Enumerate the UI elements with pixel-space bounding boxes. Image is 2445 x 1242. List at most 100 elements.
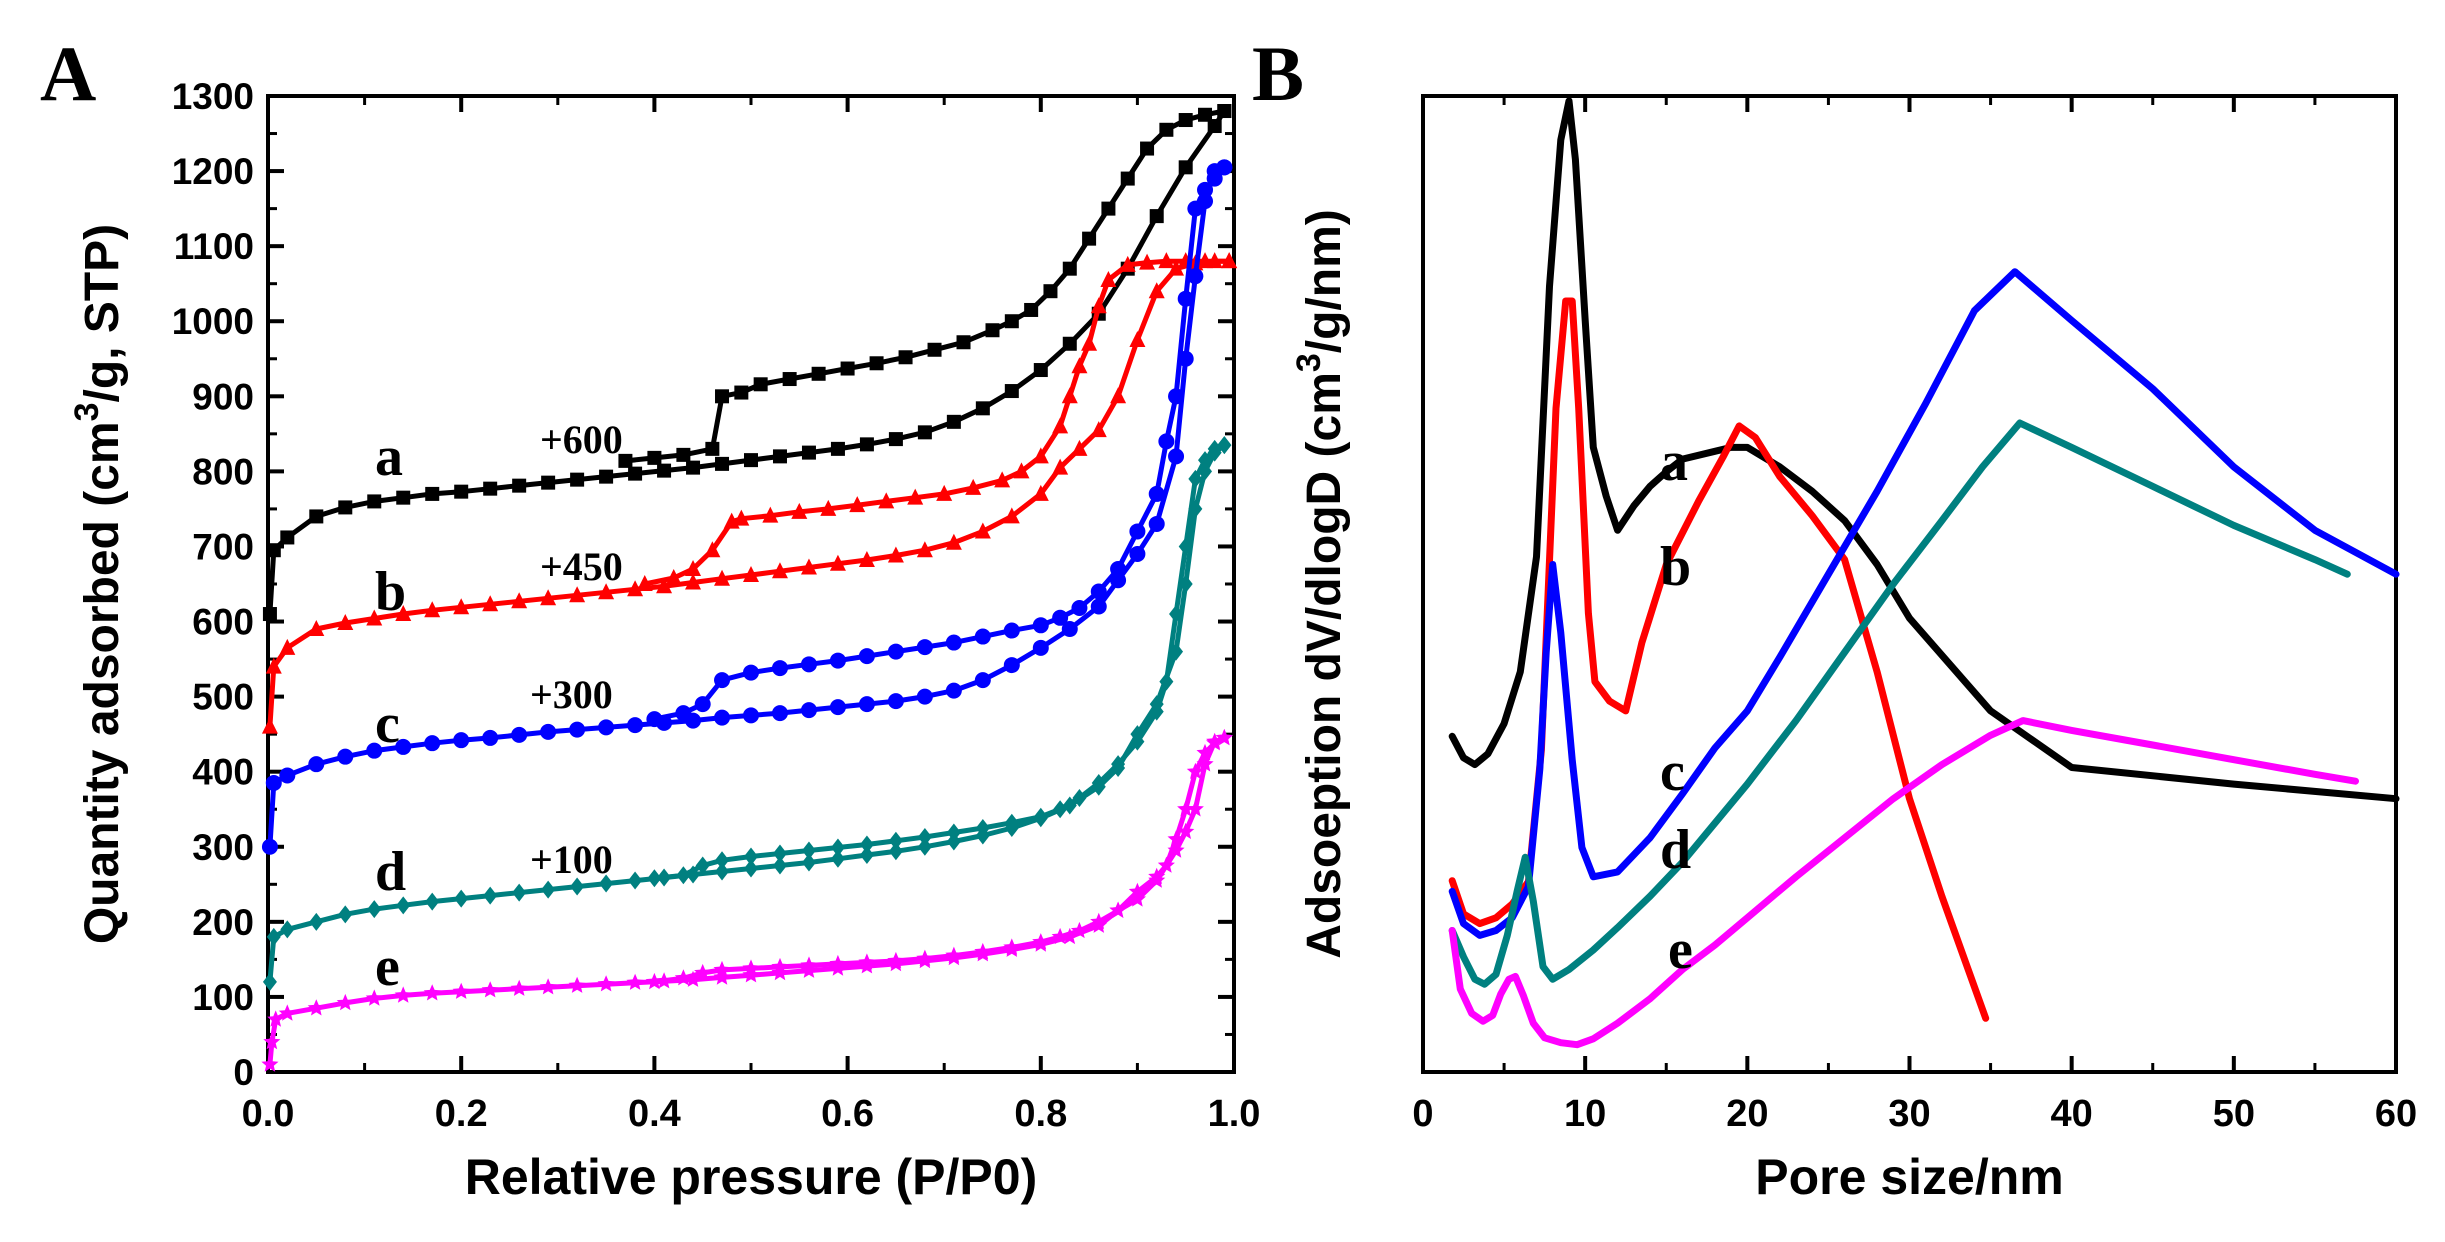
x-tick-label: 30 bbox=[1888, 1093, 1930, 1135]
data-point bbox=[936, 484, 953, 501]
data-point bbox=[366, 742, 383, 759]
data-point bbox=[425, 892, 440, 911]
data-point bbox=[1062, 261, 1077, 276]
series-a bbox=[262, 104, 1232, 622]
data-point bbox=[1062, 336, 1077, 351]
data-point bbox=[453, 732, 470, 749]
data-point bbox=[743, 664, 759, 681]
plot-frame bbox=[1421, 94, 2398, 1074]
data-point bbox=[1148, 282, 1165, 299]
x-tick-label: 0.6 bbox=[821, 1093, 874, 1135]
data-point bbox=[858, 648, 875, 665]
data-point bbox=[694, 696, 711, 713]
data-point bbox=[713, 968, 731, 985]
data-point bbox=[1101, 201, 1116, 216]
data-point bbox=[656, 577, 673, 594]
data-point bbox=[1003, 622, 1020, 639]
data-point bbox=[782, 372, 797, 387]
data-point bbox=[1206, 170, 1223, 187]
data-point bbox=[715, 851, 730, 870]
data-point bbox=[367, 494, 382, 509]
data-point bbox=[849, 496, 866, 513]
data-point bbox=[1149, 702, 1164, 721]
data-point bbox=[771, 660, 788, 677]
data-point bbox=[1178, 537, 1193, 556]
data-point bbox=[830, 441, 845, 456]
data-point bbox=[1128, 882, 1146, 900]
data-point bbox=[265, 774, 282, 791]
data-point bbox=[367, 900, 382, 919]
data-point bbox=[1177, 822, 1195, 839]
data-point bbox=[1168, 259, 1185, 276]
data-point bbox=[1070, 921, 1088, 939]
data-point bbox=[916, 541, 933, 558]
y-axis-label-part: Adsoeption dV/dlogD (cm bbox=[1298, 372, 1351, 959]
x-tick-label: 0.4 bbox=[628, 1093, 681, 1135]
data-point bbox=[1090, 297, 1107, 314]
data-point bbox=[1148, 485, 1165, 502]
panel-b: 0 10 20 30 40 50 60 Pore size/nm Adsoeption dV/d… bbox=[1252, 30, 2417, 1205]
data-point bbox=[482, 595, 499, 612]
data-point bbox=[424, 735, 441, 752]
data-point bbox=[1198, 451, 1213, 470]
data-point bbox=[772, 856, 787, 875]
data-point bbox=[1032, 484, 1049, 501]
data-point bbox=[946, 414, 961, 429]
data-point bbox=[1032, 933, 1050, 950]
series-a-line bbox=[1448, 97, 2400, 803]
data-point bbox=[820, 499, 837, 516]
data-point bbox=[627, 717, 644, 734]
data-point bbox=[337, 748, 354, 765]
data-point bbox=[888, 432, 903, 447]
data-point bbox=[965, 478, 982, 495]
data-point bbox=[1187, 268, 1204, 285]
data-point bbox=[338, 905, 353, 924]
data-point bbox=[1100, 270, 1117, 287]
data-point bbox=[1091, 773, 1106, 792]
data-point bbox=[540, 723, 557, 740]
data-point bbox=[1217, 104, 1232, 119]
data-point bbox=[800, 956, 818, 973]
data-point bbox=[1128, 890, 1146, 907]
y-axis-label-part: Quantity adsorbed (cm bbox=[76, 421, 129, 944]
data-point bbox=[858, 953, 876, 970]
data-point bbox=[1157, 856, 1175, 873]
data-point bbox=[974, 672, 991, 689]
data-point bbox=[511, 726, 528, 743]
data-point bbox=[265, 657, 282, 674]
data-point bbox=[733, 509, 750, 526]
x-tick-label: 0.0 bbox=[242, 1093, 295, 1135]
data-point bbox=[869, 356, 884, 371]
data-point bbox=[424, 601, 441, 618]
data-point bbox=[598, 583, 615, 600]
data-point bbox=[263, 1033, 281, 1050]
x-axis-label: Relative pressure (P/P0) bbox=[465, 1149, 1038, 1205]
x-tick-label: 10 bbox=[1564, 1093, 1606, 1135]
data-point bbox=[599, 874, 614, 893]
data-point bbox=[1053, 800, 1068, 819]
data-point bbox=[742, 959, 760, 976]
data-point bbox=[1177, 290, 1194, 307]
data-point bbox=[454, 484, 469, 499]
data-point bbox=[1090, 912, 1108, 930]
data-point bbox=[395, 605, 412, 622]
series-c-desorption-line bbox=[653, 165, 1227, 722]
data-point bbox=[714, 709, 731, 726]
data-point bbox=[1140, 141, 1155, 156]
data-point bbox=[744, 847, 758, 866]
data-point bbox=[1003, 657, 1020, 674]
data-point bbox=[801, 445, 816, 460]
series-d-desorption-line bbox=[654, 442, 1226, 881]
series-e-adsorption-line bbox=[267, 735, 1226, 1065]
data-point bbox=[1168, 448, 1185, 465]
data-point bbox=[1111, 755, 1126, 774]
data-point bbox=[1090, 421, 1107, 438]
data-point bbox=[715, 456, 730, 471]
data-point bbox=[791, 502, 808, 519]
data-point bbox=[266, 543, 281, 558]
data-point bbox=[829, 699, 846, 716]
x-tick-label: 50 bbox=[2213, 1093, 2255, 1135]
y-tick-label: 0 bbox=[233, 1052, 254, 1093]
data-point bbox=[1158, 433, 1175, 450]
